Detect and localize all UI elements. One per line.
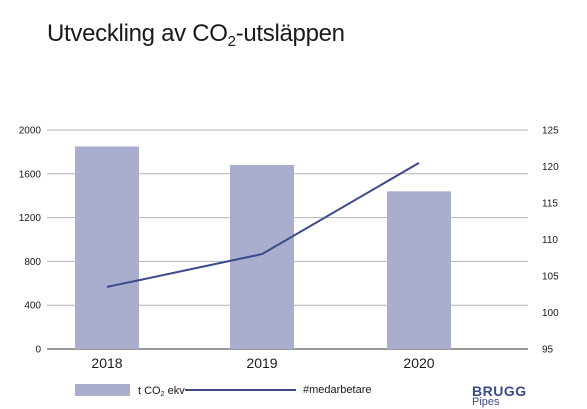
bar-2019 (230, 165, 294, 349)
left-axis-ticks: 0 400 800 1200 1600 2000 (19, 126, 42, 356)
line-series (106, 161, 420, 288)
right-tick-label: 100 (542, 308, 559, 319)
legend-line-label: #medarbetare (303, 384, 372, 396)
left-tick-label: 800 (24, 257, 41, 268)
category-label: 2019 (246, 355, 277, 371)
logo-brand: BRUGG (472, 383, 527, 399)
legend-bar-swatch (75, 384, 130, 396)
left-tick-label: 1200 (19, 213, 42, 224)
right-tick-label: 105 (542, 272, 559, 283)
category-label: 2018 (91, 355, 122, 371)
right-tick-label: 110 (542, 235, 558, 246)
category-label: 2020 (403, 355, 434, 371)
right-tick-label: 95 (542, 345, 554, 356)
left-tick-label: 1600 (19, 169, 42, 180)
brugg-logo: BRUGG Pipes (472, 383, 542, 408)
x-axis-labels: 2018 2019 2020 (91, 355, 434, 371)
right-axis-ticks: 95 100 105 110 115 120 125 (542, 126, 559, 356)
bar-2020 (387, 191, 451, 349)
left-tick-label: 0 (35, 345, 41, 356)
logo-sub: Pipes (472, 396, 500, 408)
bar-2018 (75, 146, 139, 349)
left-tick-label: 400 (24, 301, 41, 312)
left-tick-label: 2000 (19, 126, 42, 137)
chart-title: Utveckling av CO2-utsläppen (47, 20, 345, 50)
right-tick-label: 125 (542, 126, 559, 137)
line-medarbetare (106, 161, 420, 288)
bar-series (75, 146, 451, 349)
legend-bar-label: t CO2 ekv (138, 385, 185, 398)
right-tick-label: 120 (542, 162, 559, 173)
right-tick-label: 115 (542, 199, 558, 210)
